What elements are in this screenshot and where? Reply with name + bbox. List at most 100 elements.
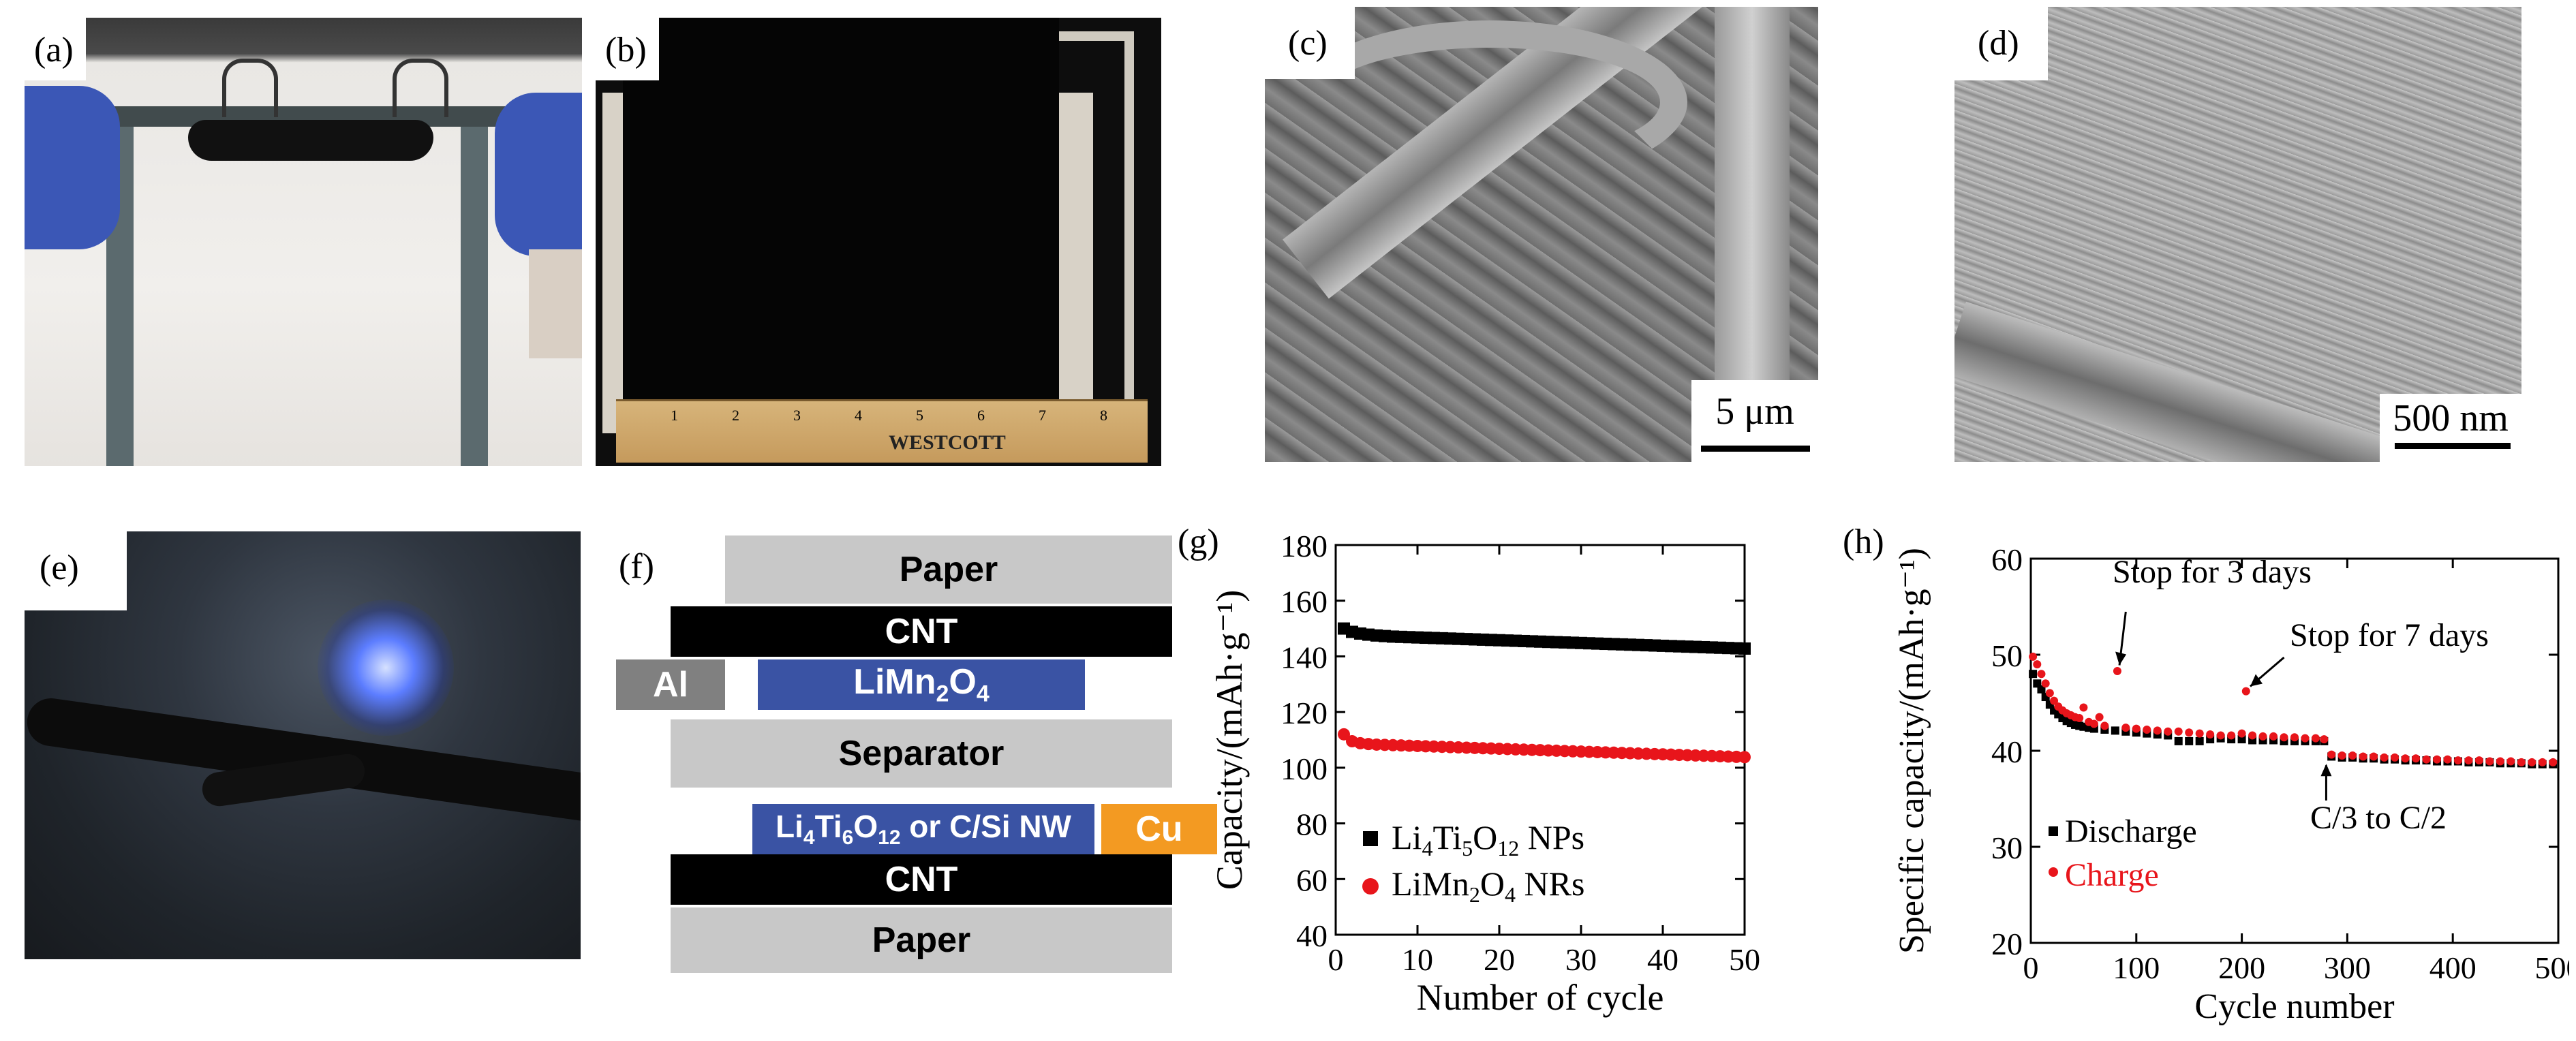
photo-a-cnt-coating-frame: [25, 18, 582, 466]
data-point: [2320, 735, 2329, 744]
data-point: [2380, 753, 2389, 762]
layer-paper-bottom-label: Paper: [872, 920, 971, 960]
data-point: [2474, 756, 2483, 765]
layer-paper-top: Paper: [725, 535, 1172, 604]
data-point: [2037, 670, 2046, 679]
layer-cu: Cu: [1101, 804, 1217, 854]
x-tick-label: 10: [1402, 942, 1433, 977]
arm-right: [529, 249, 582, 358]
x-tick-label: 20: [1484, 942, 1515, 977]
x-tick-label: 0: [2023, 950, 2039, 985]
scalebar-c-line: [1701, 446, 1810, 452]
data-point: [2079, 703, 2088, 712]
data-point: [2089, 719, 2098, 728]
x-axis-label: Number of cycle: [1417, 977, 1664, 1018]
legend-label-li4ti5o12: Li4Ti5O12 NPs: [1392, 818, 1584, 860]
data-point: [2443, 755, 2452, 764]
panel-label-f: (f): [612, 538, 661, 595]
arrowhead-stop-3-days: [2115, 651, 2127, 666]
x-tick-label: 0: [1328, 942, 1344, 977]
data-point: [2206, 730, 2215, 739]
layer-al-label: Al: [653, 665, 688, 704]
y-tick-label: 180: [1281, 529, 1328, 563]
binder-clip-right: [393, 59, 448, 117]
data-point: [2227, 731, 2236, 740]
data-point: [2549, 758, 2558, 766]
panel-label-c: (c): [1265, 7, 1355, 79]
annotation-c3-to-c2: C/3 to C/2: [2310, 800, 2447, 836]
data-point: [2237, 729, 2246, 738]
data-point: [2496, 757, 2504, 766]
data-point: [2185, 736, 2194, 745]
glove-left: [25, 86, 120, 249]
data-point: [2174, 727, 2183, 736]
annotations-h: Stop for 3 days Stop for 7 days C/3 to C/2: [2113, 554, 2489, 836]
panel-label-h: (h): [1843, 523, 1884, 561]
data-point: [2037, 685, 2046, 694]
data-point: [2029, 652, 2038, 661]
data-point: [2100, 721, 2109, 730]
data-point: [2075, 714, 2084, 723]
data-point: [2195, 736, 2204, 745]
data-point: [2111, 726, 2119, 735]
data-point: [2241, 687, 2250, 696]
data-point: [2033, 660, 2042, 669]
layer-cnt-bottom: CNT: [671, 854, 1172, 905]
panel-label-e: (e): [25, 531, 127, 610]
data-point: [2538, 758, 2547, 766]
cnt-coated-sheet: [623, 18, 1059, 413]
scalebar-d-text: 500 nm: [2393, 397, 2509, 439]
data-point: [2337, 751, 2346, 760]
layer-separator-label: Separator: [838, 734, 1005, 773]
data-point: [2453, 756, 2462, 765]
legend-label-limn2o4: LiMn2O4 NRs: [1392, 865, 1584, 907]
data-point: [2095, 713, 2104, 721]
series-1: [2029, 652, 2558, 766]
data-point: [2248, 731, 2257, 740]
data-point: [2280, 733, 2288, 742]
data-point: [1338, 728, 1350, 741]
ruler-num-3: 3: [793, 407, 801, 424]
y-tick-label: 20: [1991, 927, 2023, 961]
legend-marker-discharge: [2049, 826, 2058, 836]
layer-separator: Separator: [671, 719, 1172, 788]
x-tick-label: 30: [1565, 942, 1597, 977]
y-tick-label: 60: [1991, 542, 2023, 577]
data-point: [2422, 755, 2431, 764]
data-point: [2327, 750, 2336, 759]
arrowhead-c3-to-c2: [2320, 764, 2332, 777]
y-tick-label: 120: [1281, 696, 1328, 730]
layer-cathode: LiMn2O4: [758, 659, 1085, 710]
y-axis-label: Capacity/(mAh·g⁻¹): [1209, 590, 1250, 890]
ruler-num-7: 7: [1039, 407, 1046, 424]
scalebar-c-box: 5 μm: [1691, 380, 1818, 462]
ruler-num-5: 5: [916, 407, 923, 424]
data-point: [2528, 758, 2536, 766]
arrowhead-stop-7-days: [2250, 674, 2263, 687]
x-axis-label: Cycle number: [2194, 987, 2394, 1026]
data-point: [2485, 757, 2494, 766]
y-tick-label: 40: [1296, 918, 1328, 953]
legend-g: Li4Ti5O12 NPs LiMn2O4 NRs: [1362, 818, 1584, 907]
x-tick-label: 400: [2429, 950, 2477, 985]
ruler-brand: WESTCOTT: [889, 431, 1006, 454]
frame-right-bar: [461, 120, 488, 466]
ruler-num-8: 8: [1100, 407, 1107, 424]
x-tick-label: 300: [2324, 950, 2371, 985]
layer-cnt-top-label: CNT: [885, 612, 958, 651]
scalebar-d-line: [2395, 443, 2511, 449]
ruler: WESTCOTT 1 2 3 4 5 6 7 8: [616, 399, 1148, 463]
legend-label-discharge: Discharge: [2065, 813, 2197, 850]
x-tick-label: 50: [1729, 942, 1760, 977]
data-point: [2359, 752, 2367, 761]
layer-cnt-bottom-label: CNT: [885, 860, 958, 899]
y-tick-label: 30: [1991, 830, 2023, 865]
data-point: [2121, 724, 2130, 732]
data-point: [2290, 733, 2299, 742]
legend-marker-limn2o4: [1362, 878, 1379, 895]
data-point: [2164, 727, 2173, 736]
led-glow: [318, 600, 454, 736]
x-tick-label: 500: [2535, 950, 2570, 985]
data-point: [2113, 666, 2121, 675]
series-1: [1338, 728, 1751, 764]
